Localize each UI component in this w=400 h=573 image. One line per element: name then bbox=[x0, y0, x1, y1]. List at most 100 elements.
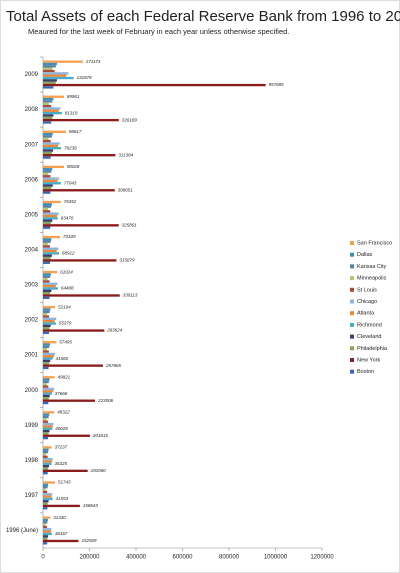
bar bbox=[43, 385, 49, 388]
bar bbox=[43, 383, 47, 386]
legend-label: Chicago bbox=[357, 299, 377, 305]
legend-swatch bbox=[350, 299, 354, 304]
bar bbox=[43, 464, 50, 468]
bar bbox=[43, 256, 51, 260]
bar bbox=[43, 284, 56, 288]
data-label: 308651 bbox=[118, 187, 134, 192]
bar bbox=[43, 277, 48, 281]
data-label: 36325 bbox=[54, 461, 67, 466]
bar bbox=[43, 242, 48, 246]
bar bbox=[43, 399, 95, 402]
bar bbox=[43, 205, 52, 208]
data-label: 48322 bbox=[57, 410, 70, 415]
bar bbox=[43, 364, 103, 367]
data-label: 131878 bbox=[77, 75, 93, 80]
bar bbox=[43, 114, 54, 117]
bar bbox=[43, 481, 56, 484]
bar bbox=[43, 275, 51, 278]
chart-subtitle: Meaured for the last week of February in… bbox=[28, 27, 289, 36]
bar bbox=[43, 135, 52, 138]
y-tick-label: 2008 bbox=[25, 107, 39, 113]
bar bbox=[43, 81, 56, 84]
bar bbox=[43, 121, 52, 124]
bar bbox=[43, 280, 50, 283]
bar bbox=[43, 140, 51, 143]
bar bbox=[43, 460, 53, 463]
bar bbox=[43, 118, 119, 122]
data-label: 73109 bbox=[63, 234, 76, 239]
bar bbox=[43, 411, 55, 414]
data-label: 61024 bbox=[60, 269, 73, 274]
bar bbox=[43, 62, 57, 66]
bar bbox=[43, 147, 62, 150]
bar bbox=[43, 191, 51, 194]
bar bbox=[43, 415, 49, 419]
bar bbox=[43, 177, 60, 180]
bar bbox=[43, 331, 50, 335]
y-tick-label: 2004 bbox=[25, 247, 39, 253]
bar bbox=[43, 483, 49, 487]
bar bbox=[43, 341, 57, 344]
bar bbox=[43, 245, 50, 248]
bar bbox=[43, 102, 49, 105]
data-label: 325801 bbox=[122, 223, 138, 228]
bar bbox=[43, 72, 69, 75]
data-label: 78236 bbox=[64, 145, 77, 150]
data-label: 89961 bbox=[67, 94, 80, 99]
bar bbox=[43, 387, 55, 391]
data-label: 37237 bbox=[55, 445, 68, 450]
data-label: 330113 bbox=[123, 293, 138, 298]
x-tick-label: 600000 bbox=[172, 555, 193, 561]
bar bbox=[43, 397, 49, 400]
bar bbox=[43, 144, 59, 148]
bar bbox=[43, 109, 59, 112]
bar bbox=[43, 362, 50, 365]
bar bbox=[43, 378, 50, 381]
bar bbox=[43, 537, 48, 540]
bar bbox=[43, 289, 52, 292]
bar bbox=[43, 413, 50, 416]
data-label: 68912 bbox=[62, 251, 75, 256]
data-label: 51743 bbox=[58, 480, 71, 485]
bar bbox=[43, 518, 48, 522]
data-label: 90028 bbox=[67, 164, 80, 169]
bar bbox=[43, 329, 105, 332]
bar bbox=[43, 357, 53, 360]
bar bbox=[43, 60, 83, 63]
legend-label: Boston bbox=[357, 369, 374, 375]
x-tick-label: 400000 bbox=[126, 555, 147, 561]
bar bbox=[43, 521, 48, 524]
bar bbox=[43, 446, 52, 449]
y-tick-label: 1998 bbox=[25, 458, 39, 464]
bar bbox=[43, 261, 50, 264]
data-label: 55379 bbox=[59, 321, 72, 326]
bar bbox=[43, 287, 58, 290]
data-label: 38167 bbox=[55, 531, 68, 536]
bar bbox=[43, 86, 54, 89]
legend-label: St Louis bbox=[357, 287, 377, 293]
bar bbox=[43, 500, 49, 503]
bar bbox=[43, 76, 74, 80]
y-tick-label: 2003 bbox=[25, 283, 39, 289]
bar bbox=[43, 390, 54, 393]
bar bbox=[43, 132, 53, 136]
y-tick-label: 1997 bbox=[25, 493, 39, 499]
data-label: 201815 bbox=[92, 433, 109, 438]
bar bbox=[43, 296, 50, 299]
data-label: 81319 bbox=[65, 110, 78, 115]
bar bbox=[43, 528, 52, 531]
bar bbox=[43, 355, 54, 358]
bar bbox=[43, 240, 51, 243]
bar bbox=[43, 104, 52, 108]
bar bbox=[43, 219, 53, 222]
legend-swatch bbox=[350, 358, 354, 362]
bar bbox=[43, 156, 51, 159]
legend-label: Atlanta bbox=[357, 311, 375, 317]
bar bbox=[43, 83, 266, 87]
bar bbox=[43, 359, 51, 363]
bar bbox=[43, 168, 53, 171]
bar bbox=[43, 380, 49, 384]
bar bbox=[43, 453, 47, 456]
bar bbox=[43, 352, 56, 356]
